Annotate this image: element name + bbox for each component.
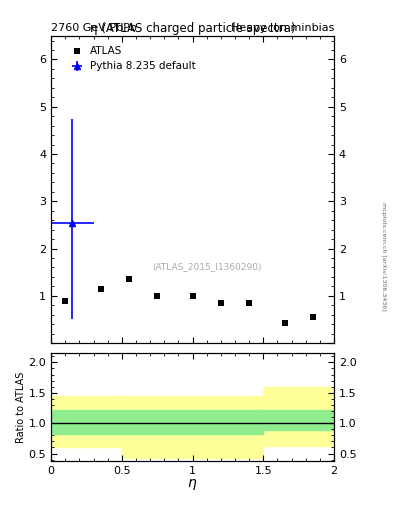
ATLAS: [247, 300, 252, 306]
Y-axis label: Ratio to ATLAS: Ratio to ATLAS: [16, 371, 26, 443]
Title: η (ATLAS charged particle spectra): η (ATLAS charged particle spectra): [90, 22, 295, 35]
ATLAS: [310, 314, 315, 320]
ATLAS: [190, 293, 195, 299]
ATLAS: [127, 276, 131, 282]
Text: mcplots.cern.ch [arXiv:1306.3436]: mcplots.cern.ch [arXiv:1306.3436]: [381, 202, 386, 310]
ATLAS: [98, 286, 103, 292]
Text: 2760 GeV PbPb: 2760 GeV PbPb: [51, 23, 137, 33]
ATLAS: [155, 293, 160, 299]
ATLAS: [282, 320, 287, 326]
Text: (ATLAS_2015_I1360290): (ATLAS_2015_I1360290): [152, 262, 261, 271]
Legend: ATLAS, Pythia 8.235 default: ATLAS, Pythia 8.235 default: [65, 42, 200, 76]
X-axis label: $\eta$: $\eta$: [187, 477, 198, 492]
Line: ATLAS: ATLAS: [62, 276, 316, 326]
Text: Heavy Ion minbias: Heavy Ion minbias: [231, 23, 334, 33]
ATLAS: [219, 300, 223, 306]
ATLAS: [63, 297, 68, 304]
